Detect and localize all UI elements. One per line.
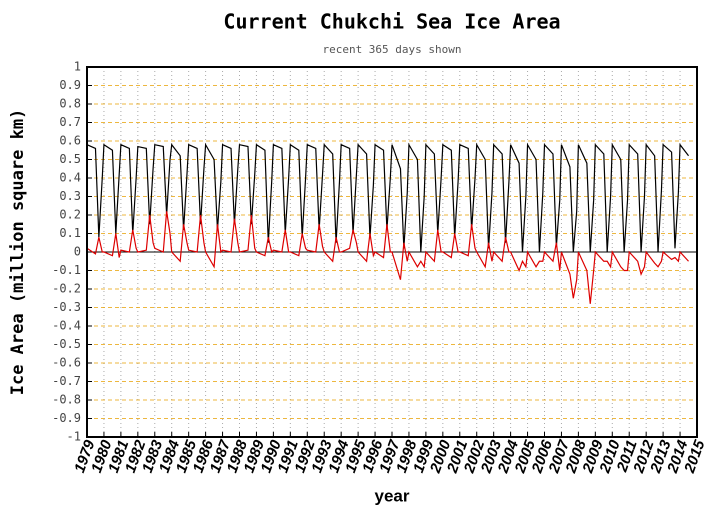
plot-area: 1979198019811982198319841985198619871988…: [52, 60, 709, 477]
y-tick-label: 0.6: [59, 134, 81, 148]
series-line: [86, 142, 690, 253]
y-tick-label: -0.9: [52, 411, 81, 425]
y-tick-label: 0.2: [59, 208, 81, 222]
plot-frame: [86, 66, 698, 438]
series-line: [86, 211, 689, 304]
y-tick-label: -0.1: [52, 263, 81, 277]
chart-subtitle: recent 365 days shown: [322, 43, 461, 56]
y-tick-label: 0: [74, 245, 81, 259]
y-tick-label: 0.3: [59, 189, 81, 203]
y-tick-label: 0.9: [59, 78, 81, 92]
y-tick-label: -0.6: [52, 356, 81, 370]
y-tick-label: 0.7: [59, 115, 81, 129]
y-tick-label: -0.8: [52, 393, 81, 407]
chart-title: Current Chukchi Sea Ice Area: [223, 10, 560, 34]
y-tick-label: -0.3: [52, 300, 81, 314]
y-tick-label: 0.8: [59, 97, 81, 111]
y-tick-label: -0.5: [52, 337, 81, 351]
y-tick-label: -0.4: [52, 319, 81, 333]
y-tick-label: -0.7: [52, 374, 81, 388]
y-tick-label: 1: [74, 60, 81, 74]
y-axis-label: Ice Area (million square km): [8, 109, 28, 396]
y-tick-label: 0.4: [59, 171, 81, 185]
y-tick-label: -1: [67, 430, 81, 444]
x-axis-label: year: [375, 486, 410, 505]
y-tick-label: 0.1: [59, 226, 81, 240]
y-tick-label: -0.2: [52, 282, 81, 296]
y-tick-label: 0.5: [59, 152, 81, 166]
